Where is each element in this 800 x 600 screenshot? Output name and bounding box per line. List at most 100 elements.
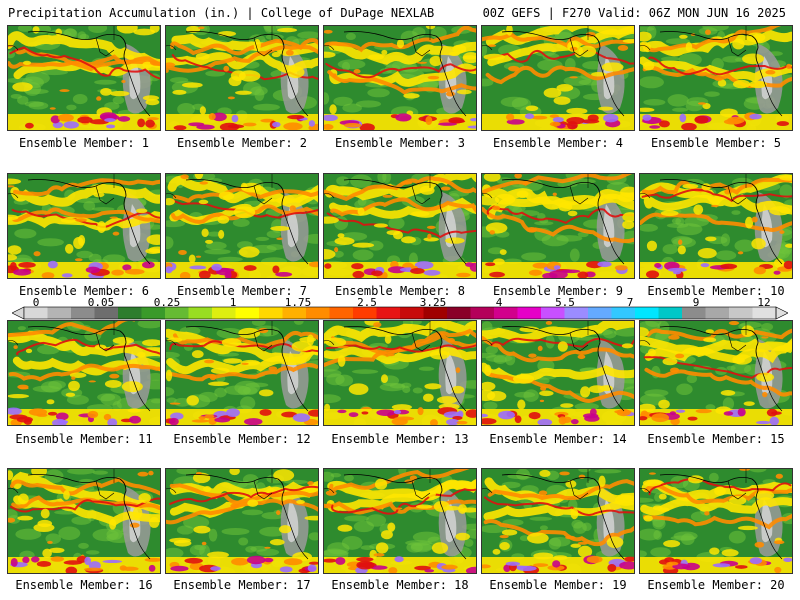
colorbar-segment [635, 307, 659, 319]
precip-map [8, 469, 160, 573]
ensemble-map-panel [165, 173, 319, 279]
colorbar-tick-label: 0.05 [87, 296, 115, 309]
ensemble-member-label: Ensemble Member: 8 [334, 284, 466, 298]
colorbar-tick-label: 0 [32, 296, 40, 309]
ensemble-member-label: Ensemble Member: 20 [647, 578, 785, 592]
precip-map [166, 321, 318, 425]
colorbar-tick-label: 5.5 [555, 296, 575, 309]
colorbar-outline [23, 306, 777, 320]
colorbar-segment [541, 307, 565, 319]
ensemble-map-panel [165, 320, 319, 426]
ensemble-map-panel [7, 468, 161, 574]
colorbar-segment [306, 307, 330, 319]
colorbar-segment [47, 307, 72, 319]
colorbar-right-arrow [775, 306, 788, 320]
precip-map [166, 174, 318, 278]
colorbar-segment [212, 307, 236, 319]
colorbar-segment [494, 307, 518, 319]
colorbar-segment [564, 307, 589, 319]
colorbar-segment [24, 307, 48, 319]
precip-map [482, 469, 634, 573]
precip-map [166, 26, 318, 130]
colorbar-segment [400, 307, 424, 319]
ensemble-map-panel [639, 25, 793, 131]
colorbar-segment [94, 307, 119, 319]
colorbar-segment [282, 307, 307, 319]
ensemble-map-panel [323, 25, 477, 131]
precip-map [482, 321, 634, 425]
ensemble-member-label: Ensemble Member: 4 [492, 136, 624, 150]
colorbar-segment [729, 307, 753, 319]
ensemble-map-panel [323, 173, 477, 279]
colorbar-segment [752, 307, 777, 319]
ensemble-member-label: Ensemble Member: 17 [173, 578, 311, 592]
precip-map [324, 26, 476, 130]
colorbar-segment [118, 307, 142, 319]
precip-map [324, 174, 476, 278]
ensemble-map-panel [639, 173, 793, 279]
colorbar-tick-label: 9 [692, 296, 700, 309]
colorbar-left-arrow [12, 306, 25, 320]
colorbar-segment [376, 307, 401, 319]
ensemble-map-panel [323, 468, 477, 574]
colorbar-segment [517, 307, 542, 319]
ensemble-map-panel [7, 173, 161, 279]
ensemble-member-label: Ensemble Member: 6 [18, 284, 150, 298]
colorbar-segment [588, 307, 612, 319]
ensemble-member-label: Ensemble Member: 10 [647, 284, 785, 298]
precip-map [482, 26, 634, 130]
precip-map [640, 321, 792, 425]
precip-map [640, 26, 792, 130]
ensemble-map-panel [7, 25, 161, 131]
colorbar-tick-label: 1 [229, 296, 237, 309]
ensemble-member-label: Ensemble Member: 12 [173, 432, 311, 446]
precip-map [640, 174, 792, 278]
colorbar-segment [353, 307, 377, 319]
ensemble-member-label: Ensemble Member: 2 [176, 136, 308, 150]
ensemble-member-label: Ensemble Member: 15 [647, 432, 785, 446]
colorbar-tick-label: 12 [757, 296, 771, 309]
precip-map [8, 174, 160, 278]
colorbar-segment [447, 307, 471, 319]
ensemble-member-label: Ensemble Member: 16 [15, 578, 153, 592]
ensemble-map-panel [323, 320, 477, 426]
ensemble-member-label: Ensemble Member: 18 [331, 578, 469, 592]
colorbar-segment [165, 307, 189, 319]
ensemble-map-panel [481, 25, 635, 131]
map-title: Precipitation Accumulation (in.) | Colle… [8, 6, 435, 20]
ensemble-member-label: Ensemble Member: 5 [650, 136, 782, 150]
ensemble-member-label: Ensemble Member: 1 [18, 136, 150, 150]
ensemble-member-label: Ensemble Member: 7 [176, 284, 308, 298]
colorbar-segment [682, 307, 706, 319]
colorbar-segment [705, 307, 730, 319]
ensemble-map-panel [7, 320, 161, 426]
precip-map [640, 469, 792, 573]
colorbar-segment [188, 307, 213, 319]
colorbar-tick-label: 0.25 [153, 296, 181, 309]
ensemble-map-panel [639, 320, 793, 426]
ensemble-map-panel [481, 468, 635, 574]
colorbar-tick-label: 3.25 [419, 296, 447, 309]
ensemble-member-label: Ensemble Member: 14 [489, 432, 627, 446]
model-run-info: 00Z GEFS | F270 Valid: 06Z MON JUN 16 20… [482, 6, 786, 20]
colorbar-segment [259, 307, 283, 319]
colorbar-segment [141, 307, 166, 319]
ensemble-map-panel [165, 468, 319, 574]
colorbar-segment [71, 307, 95, 319]
precip-colorbar [12, 306, 788, 320]
ensemble-member-label: Ensemble Member: 9 [492, 284, 624, 298]
colorbar-segment [658, 307, 683, 319]
ensemble-map-panel [481, 173, 635, 279]
precip-map [482, 174, 634, 278]
precip-map [324, 321, 476, 425]
colorbar-tick-label: 4 [495, 296, 503, 309]
ensemble-map-panel [481, 320, 635, 426]
ensemble-map-panel [639, 468, 793, 574]
precip-map [8, 321, 160, 425]
precip-map [166, 469, 318, 573]
ensemble-member-label: Ensemble Member: 19 [489, 578, 627, 592]
colorbar-segment [423, 307, 448, 319]
colorbar-tick-label: 7 [626, 296, 634, 309]
ensemble-member-label: Ensemble Member: 11 [15, 432, 153, 446]
ensemble-map-panel [165, 25, 319, 131]
